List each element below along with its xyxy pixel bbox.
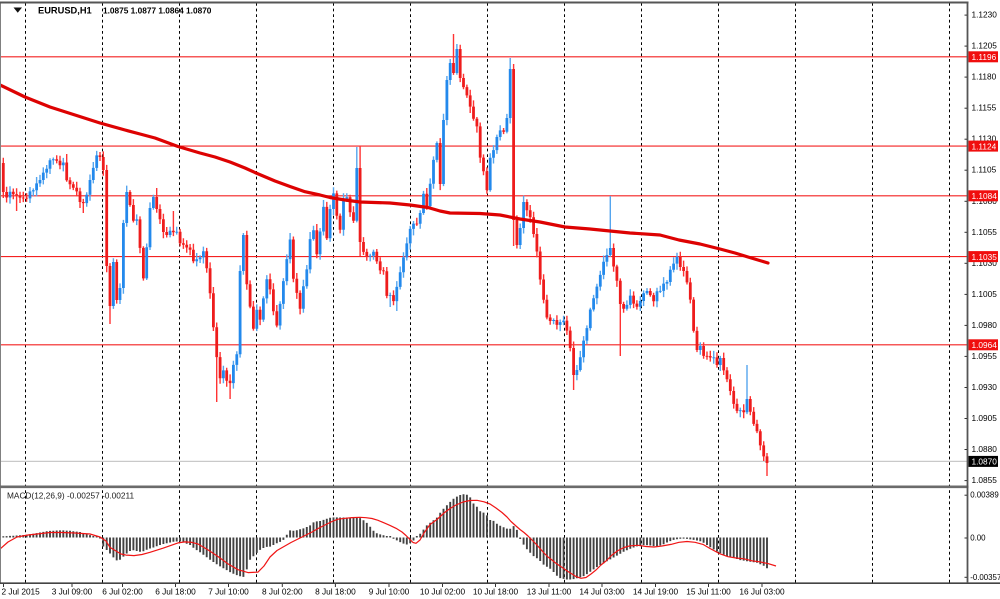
svg-text:1.1205: 1.1205 [972,41,998,51]
svg-text:9 Jul 10:00: 9 Jul 10:00 [369,587,410,597]
svg-text:EURUSD,H1: EURUSD,H1 [38,6,92,16]
svg-text:13 Jul 11:00: 13 Jul 11:00 [527,587,572,597]
svg-text:1.0964: 1.0964 [972,340,998,350]
svg-text:1.0875 1.0877 1.0864 1.0870: 1.0875 1.0877 1.0864 1.0870 [103,6,212,16]
svg-text:1.0980: 1.0980 [972,320,998,330]
svg-text:1.1035: 1.1035 [972,252,998,262]
svg-text:-0.00357: -0.00357 [970,573,1000,582]
svg-text:1.1230: 1.1230 [972,10,998,20]
svg-text:0.00389: 0.00389 [970,491,999,500]
svg-text:1.0880: 1.0880 [972,444,998,454]
svg-text:8 Jul 18:00: 8 Jul 18:00 [315,587,356,597]
svg-text:1.1084: 1.1084 [972,191,998,201]
svg-text:15 Jul 11:00: 15 Jul 11:00 [686,587,731,597]
svg-text:10 Jul 18:00: 10 Jul 18:00 [473,587,519,597]
svg-text:6 Jul 02:00: 6 Jul 02:00 [102,587,143,597]
svg-text:1.1105: 1.1105 [972,165,997,175]
svg-text:1.1130: 1.1130 [972,134,997,144]
svg-text:1.1196: 1.1196 [972,52,997,62]
svg-text:1.0855: 1.0855 [972,475,998,485]
svg-text:1.1055: 1.1055 [972,227,998,237]
svg-text:16 Jul 03:00: 16 Jul 03:00 [739,587,785,597]
svg-text:1.0905: 1.0905 [972,413,998,423]
svg-text:1.1124: 1.1124 [972,141,997,151]
svg-text:1.1030: 1.1030 [972,258,998,268]
svg-text:14 Jul 19:00: 14 Jul 19:00 [633,587,679,597]
svg-text:10 Jul 02:00: 10 Jul 02:00 [420,587,466,597]
svg-text:8 Jul 02:00: 8 Jul 02:00 [262,587,303,597]
svg-text:3 Jul 09:00: 3 Jul 09:00 [52,587,93,597]
svg-text:0.00: 0.00 [970,534,986,543]
svg-text:1.1180: 1.1180 [972,72,997,82]
svg-text:14 Jul 03:00: 14 Jul 03:00 [579,587,625,597]
svg-text:1.1005: 1.1005 [972,289,998,299]
svg-text:1.1155: 1.1155 [972,103,997,113]
svg-text:6 Jul 18:00: 6 Jul 18:00 [155,587,196,597]
svg-text:1.0870: 1.0870 [972,457,998,467]
svg-text:1.0930: 1.0930 [972,382,998,392]
svg-text:1.0955: 1.0955 [972,351,998,361]
svg-text:MACD(12,26,9) -0.00257 -0.0021: MACD(12,26,9) -0.00257 -0.00211 [7,491,135,501]
svg-text:7 Jul 10:00: 7 Jul 10:00 [208,587,249,597]
svg-text:2 Jul 2015: 2 Jul 2015 [2,587,41,597]
